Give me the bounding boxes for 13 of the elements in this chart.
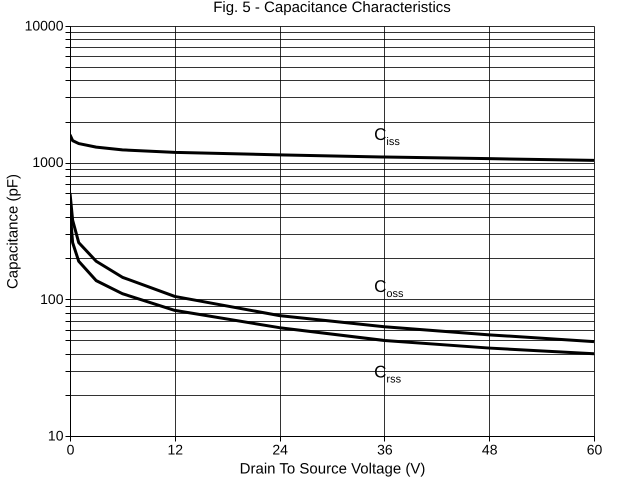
x-axis-title: Drain To Source Voltage (V) (240, 460, 426, 478)
x-tick-label: 24 (272, 442, 288, 458)
y-axis-title: Capacitance (pF) (4, 174, 22, 290)
x-tick-label: 48 (482, 442, 498, 458)
y-tick-label: 1000 (32, 154, 64, 170)
y-tick-label: 10 (48, 428, 64, 444)
y-tick-label: 10000 (24, 18, 64, 34)
x-tick-label: 0 (66, 442, 75, 458)
y-tick-label: 100 (40, 290, 64, 307)
chart-title: Fig. 5 - Capacitance Characteristics (213, 0, 451, 16)
x-tick-label: 12 (168, 442, 184, 458)
x-tick-label: 60 (586, 442, 602, 458)
x-tick-label: 36 (377, 442, 393, 458)
